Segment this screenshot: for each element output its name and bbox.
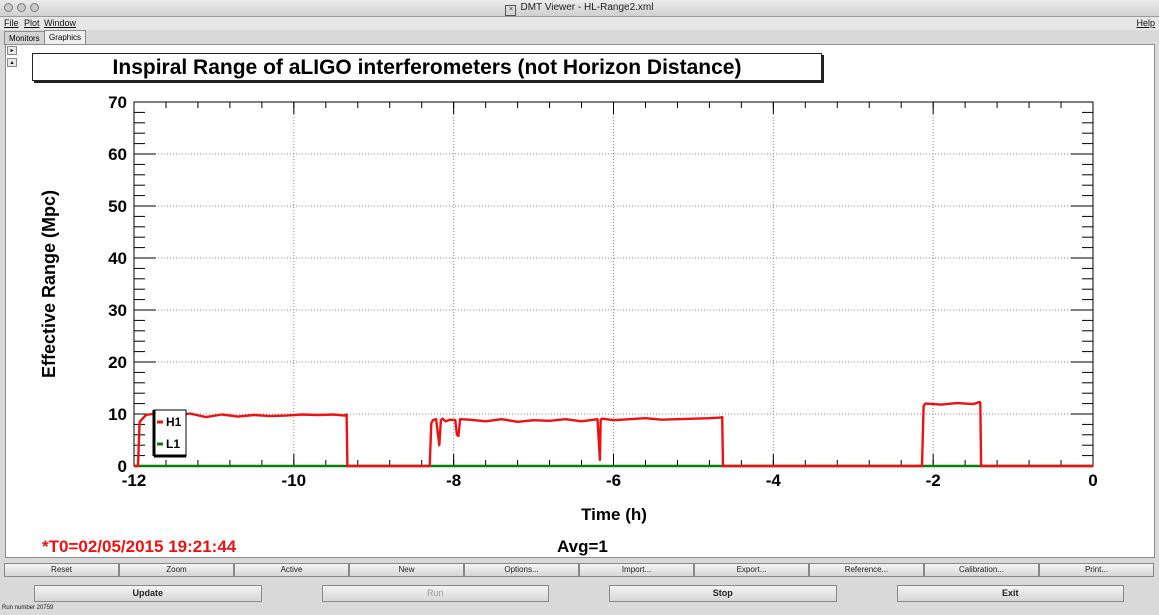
- x11-app-icon: ×: [505, 5, 517, 16]
- grid-lines: [134, 102, 1093, 466]
- minimize-window-icon[interactable]: [17, 3, 26, 12]
- legend[interactable]: H1 L1: [152, 409, 187, 458]
- zoom-button[interactable]: Zoom: [119, 563, 234, 577]
- y-tick-label: 20: [108, 353, 127, 372]
- window-title-text: DMT Viewer - HL-Range2.xml: [520, 2, 654, 13]
- x-tick-label: -10: [282, 471, 307, 490]
- menu-window[interactable]: Window: [44, 18, 77, 28]
- tab-graphics[interactable]: Graphics: [44, 30, 87, 45]
- y-tick-label: 30: [108, 301, 127, 320]
- window-titlebar: × DMT Viewer - HL-Range2.xml: [0, 0, 1159, 17]
- zoom-window-icon[interactable]: [30, 3, 39, 12]
- series-h1-line: [134, 400, 1093, 468]
- legend-label-l1: L1: [166, 437, 180, 451]
- reference-button[interactable]: Reference...: [809, 563, 924, 577]
- t0-label: *T0=02/05/2015 19:21:44: [42, 537, 237, 556]
- status-bar: Run number 20759: [2, 605, 54, 611]
- avg-label: Avg=1: [557, 537, 608, 556]
- y-tick-label: 10: [108, 405, 127, 424]
- x-tick-label: -6: [606, 471, 621, 490]
- x-tick-label: -12: [122, 471, 147, 490]
- legend-label-h1: H1: [166, 415, 182, 429]
- update-button[interactable]: Update: [34, 585, 262, 602]
- pad-up-button[interactable]: ▴: [7, 58, 17, 67]
- legend-box: [153, 409, 187, 457]
- plot-title: Inspiral Range of aLIGO interferometers …: [32, 53, 822, 81]
- series-lines: [134, 400, 1093, 468]
- pad-next-button[interactable]: ▸: [7, 46, 17, 55]
- toolbar-row: Reset Zoom Active New Options... Import.…: [4, 563, 1154, 577]
- x-tick-label: -8: [446, 471, 461, 490]
- exit-button[interactable]: Exit: [896, 585, 1124, 602]
- y-tick-label: 0: [118, 457, 127, 476]
- y-tick-label: 60: [108, 145, 127, 164]
- stop-button[interactable]: Stop: [609, 585, 837, 602]
- y-tick-label: 40: [108, 249, 127, 268]
- menu-help[interactable]: Help: [1136, 18, 1155, 28]
- active-button[interactable]: Active: [234, 563, 349, 577]
- window-title: × DMT Viewer - HL-Range2.xml: [0, 2, 1159, 16]
- y-axis-label: Effective Range (Mpc): [39, 190, 59, 378]
- close-window-icon[interactable]: [4, 3, 13, 12]
- new-button[interactable]: New: [349, 563, 464, 577]
- export-button[interactable]: Export...: [694, 563, 809, 577]
- calibration-button[interactable]: Calibration...: [924, 563, 1039, 577]
- menu-plot[interactable]: Plot: [24, 18, 40, 28]
- x-axis-label: Time (h): [581, 505, 647, 524]
- run-button[interactable]: Run: [321, 585, 549, 602]
- action-row: Update Run Stop Exit: [4, 585, 1154, 602]
- x-tick-label: -4: [766, 471, 782, 490]
- import-button[interactable]: Import...: [579, 563, 694, 577]
- x-tick-label: 0: [1088, 471, 1097, 490]
- y-tick-label: 70: [108, 93, 127, 112]
- reset-button[interactable]: Reset: [4, 563, 119, 577]
- print-button[interactable]: Print...: [1039, 563, 1154, 577]
- x-tick-label: -2: [926, 471, 941, 490]
- menu-file[interactable]: File: [4, 18, 19, 28]
- menubar: File Plot Window Help: [0, 17, 1159, 30]
- options-button[interactable]: Options...: [464, 563, 579, 577]
- graphics-pane: [5, 44, 1155, 558]
- y-tick-label: 50: [108, 197, 127, 216]
- tick-labels: 0 10 20 30 40 50 60 70 -12 -10 -8 -6 -4 -2 0: [108, 93, 1098, 490]
